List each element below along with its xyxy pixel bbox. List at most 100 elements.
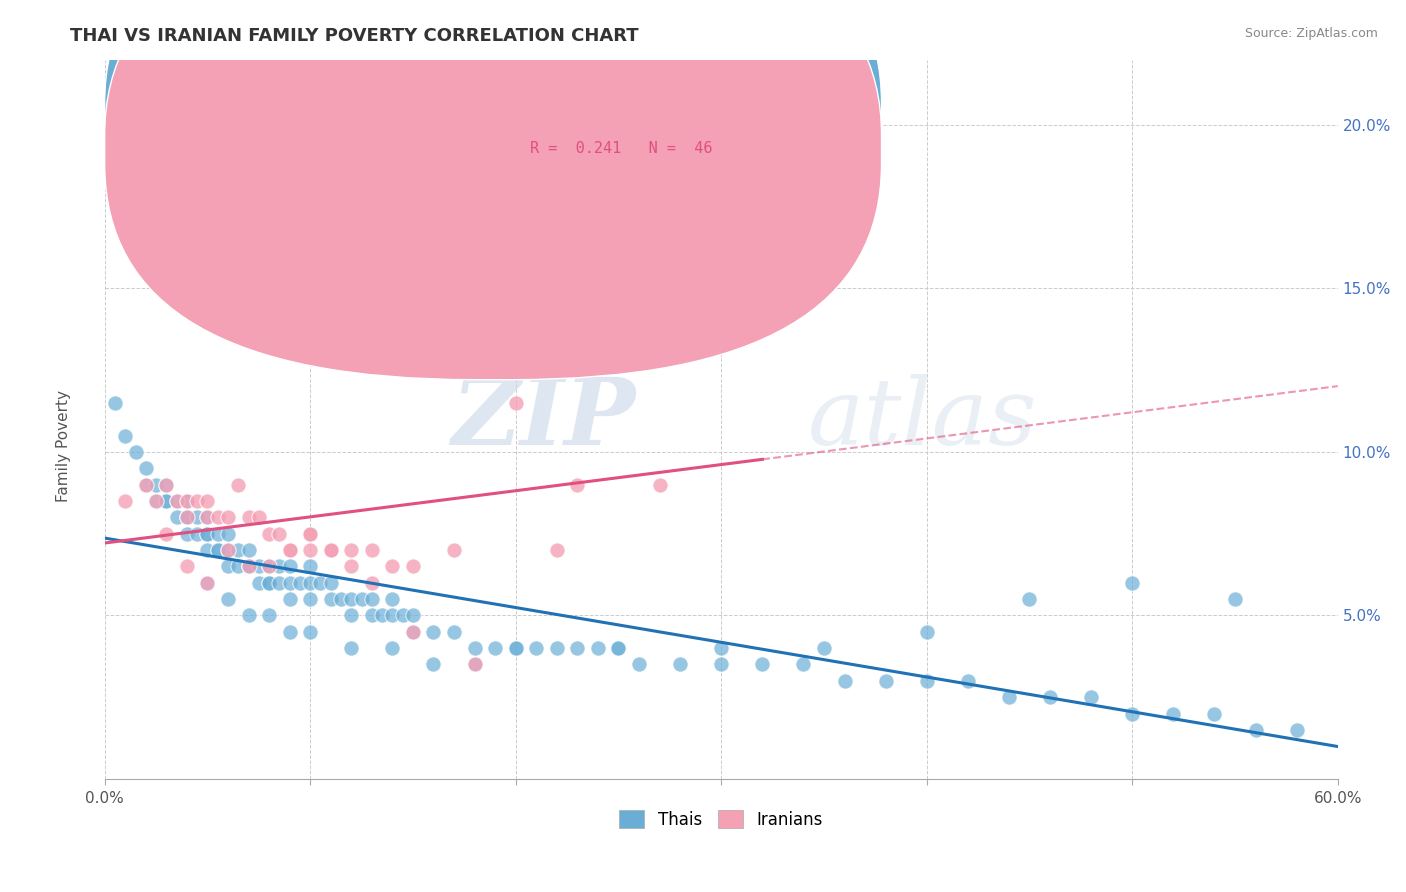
Point <box>197 543 219 558</box>
Point <box>340 543 363 558</box>
Point <box>505 396 527 410</box>
Point <box>226 543 249 558</box>
Point <box>238 608 260 623</box>
Point <box>197 575 219 590</box>
Point <box>792 657 814 672</box>
Point <box>124 445 146 459</box>
Point <box>278 543 301 558</box>
Point <box>586 641 609 656</box>
Point <box>1039 690 1062 705</box>
Point <box>381 608 404 623</box>
Point <box>299 592 322 607</box>
Point <box>135 477 157 491</box>
Point <box>155 494 177 508</box>
Point <box>546 641 568 656</box>
Point <box>207 543 229 558</box>
Point <box>155 526 177 541</box>
Point <box>288 575 311 590</box>
Point <box>402 624 425 639</box>
Point <box>176 510 198 524</box>
Point <box>155 494 177 508</box>
Point <box>567 641 589 656</box>
FancyBboxPatch shape <box>104 0 882 380</box>
Point <box>1223 592 1246 607</box>
Point <box>360 543 382 558</box>
Point <box>257 559 280 574</box>
Point <box>166 494 188 508</box>
Point <box>751 657 773 672</box>
Point <box>217 526 239 541</box>
Point <box>257 526 280 541</box>
Point <box>269 559 291 574</box>
Point <box>176 510 198 524</box>
Point <box>340 592 363 607</box>
Point <box>505 641 527 656</box>
Point <box>186 526 208 541</box>
Point <box>524 641 547 656</box>
Point <box>238 510 260 524</box>
Point <box>238 559 260 574</box>
Point <box>299 543 322 558</box>
Point <box>299 526 322 541</box>
Point <box>340 559 363 574</box>
Point <box>135 461 157 475</box>
Point <box>309 575 332 590</box>
Point <box>464 641 486 656</box>
Point <box>186 494 208 508</box>
Point <box>1080 690 1102 705</box>
Point <box>381 592 404 607</box>
Point <box>155 477 177 491</box>
Text: R =  0.241   N =  46: R = 0.241 N = 46 <box>530 141 713 156</box>
Text: R = -0.453   N = 107: R = -0.453 N = 107 <box>530 109 713 124</box>
Point <box>299 526 322 541</box>
Point <box>197 526 219 541</box>
Point <box>217 559 239 574</box>
Point <box>135 477 157 491</box>
Point <box>257 559 280 574</box>
Point <box>1121 575 1143 590</box>
Point <box>299 575 322 590</box>
Point <box>443 543 465 558</box>
Point <box>422 657 444 672</box>
Point <box>299 624 322 639</box>
Point <box>340 608 363 623</box>
Point <box>176 216 198 230</box>
Point <box>751 281 773 295</box>
Point <box>319 543 342 558</box>
Point <box>464 657 486 672</box>
Point <box>207 510 229 524</box>
Point <box>114 494 136 508</box>
Point <box>443 624 465 639</box>
Point <box>217 543 239 558</box>
Point <box>166 494 188 508</box>
FancyBboxPatch shape <box>450 67 807 182</box>
Point <box>257 575 280 590</box>
Point <box>998 690 1021 705</box>
Point <box>197 510 219 524</box>
Point <box>186 510 208 524</box>
Point <box>114 428 136 442</box>
Point <box>648 477 671 491</box>
Point <box>247 559 270 574</box>
Point <box>956 673 979 688</box>
Point <box>381 641 404 656</box>
Point <box>176 510 198 524</box>
Point <box>145 494 167 508</box>
Point <box>813 641 835 656</box>
Point <box>247 575 270 590</box>
Text: Family Poverty: Family Poverty <box>56 390 70 502</box>
Point <box>1163 706 1185 721</box>
Point <box>257 575 280 590</box>
Point <box>546 543 568 558</box>
Point <box>607 641 630 656</box>
Point <box>226 477 249 491</box>
Point <box>505 641 527 656</box>
Point <box>567 477 589 491</box>
Point <box>710 641 733 656</box>
Point <box>710 657 733 672</box>
Point <box>197 510 219 524</box>
Point <box>319 575 342 590</box>
Point <box>1285 723 1308 737</box>
Point <box>197 526 219 541</box>
Point <box>422 624 444 639</box>
